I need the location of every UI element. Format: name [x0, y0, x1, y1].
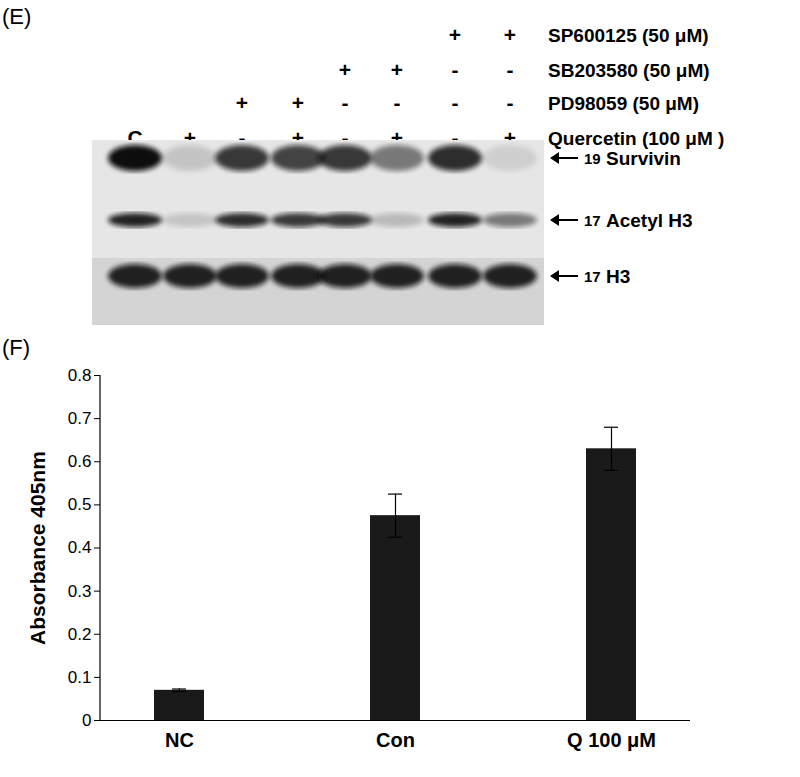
svg-text:17: 17	[584, 268, 601, 285]
svg-text:0.4: 0.4	[68, 538, 92, 557]
html-text:(F): (F)	[2, 335, 31, 360]
svg-text:-: -	[507, 58, 514, 81]
svg-text:19: 19	[584, 150, 601, 167]
svg-text:0.8: 0.8	[68, 366, 92, 385]
svg-text:Survivin: Survivin	[606, 148, 681, 169]
svg-text:Absorbance 405nm: Absorbance 405nm	[26, 451, 49, 645]
svg-text:NC: NC	[165, 729, 194, 751]
svg-text:Con: Con	[376, 729, 415, 751]
svg-text:17: 17	[584, 212, 601, 229]
svg-text:+: +	[504, 23, 516, 46]
svg-text:+: +	[292, 91, 304, 114]
svg-text:H3: H3	[606, 266, 630, 287]
svg-text:Acetyl H3: Acetyl H3	[606, 210, 693, 231]
svg-text:-: -	[342, 91, 349, 114]
svg-text:0.6: 0.6	[68, 452, 92, 471]
svg-text:+: +	[449, 23, 461, 46]
svg-text:(E): (E)	[2, 4, 31, 29]
svg-text:+: +	[236, 91, 248, 114]
svg-text:0.3: 0.3	[68, 582, 92, 601]
svg-text:C: C	[127, 126, 143, 149]
svg-text:-: -	[507, 91, 514, 114]
svg-text:SP600125 (50 μM): SP600125 (50 μM)	[548, 25, 709, 46]
svg-text:+: +	[339, 58, 351, 81]
svg-text:-: -	[452, 58, 459, 81]
svg-text:0: 0	[82, 711, 91, 730]
svg-text:-: -	[452, 91, 459, 114]
svg-text:0.7: 0.7	[68, 409, 92, 428]
svg-text:0.5: 0.5	[68, 495, 92, 514]
svg-text:SB203580 (50 μM): SB203580 (50 μM)	[548, 60, 710, 81]
svg-text:PD98059 (50 μM): PD98059 (50 μM)	[548, 93, 699, 114]
svg-text:0.1: 0.1	[68, 668, 92, 687]
svg-text:Quercetin (100 μM ): Quercetin (100 μM )	[548, 128, 724, 149]
svg-text:Q 100 μM: Q 100 μM	[567, 729, 656, 751]
svg-text:-: -	[394, 91, 401, 114]
svg-text:0.2: 0.2	[68, 625, 92, 644]
svg-text:+: +	[391, 58, 403, 81]
